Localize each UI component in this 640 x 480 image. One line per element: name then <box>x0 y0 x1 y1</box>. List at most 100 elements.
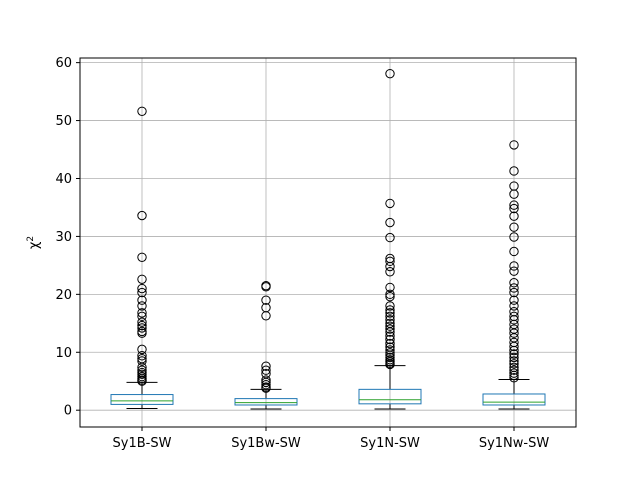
box-group <box>482 140 546 410</box>
outlier-point <box>137 376 147 386</box>
outlier-point <box>137 106 147 116</box>
box-group <box>110 106 174 409</box>
outlier-point <box>137 320 147 331</box>
outlier-point <box>385 334 395 345</box>
outlier-point <box>385 352 395 363</box>
x-tick-label: Sy1Bw-SW <box>231 436 301 451</box>
outlier-point <box>385 331 395 341</box>
outlier-point <box>261 380 271 390</box>
y-tick-label: 50 <box>55 114 72 129</box>
outlier-point <box>137 311 147 322</box>
outlier-point <box>137 323 147 333</box>
outlier-point <box>385 308 395 318</box>
outlier-point <box>385 305 395 315</box>
outlier-point <box>509 203 519 214</box>
outlier-point <box>385 291 395 302</box>
outlier-point <box>137 328 147 338</box>
outlier-point <box>385 68 395 79</box>
boxes-layer <box>110 68 546 410</box>
outlier-point <box>385 256 395 267</box>
outlier-point <box>509 352 519 363</box>
y-tick-label: 20 <box>55 288 72 303</box>
iqr-box <box>234 398 298 406</box>
outlier-point <box>509 232 519 242</box>
outlier-point <box>385 338 395 349</box>
y-tick-label: 40 <box>55 172 72 187</box>
outlier-point <box>137 301 147 311</box>
outlier-point <box>137 344 147 355</box>
outlier-point <box>385 289 395 300</box>
outlier-point <box>509 266 519 276</box>
box-group <box>234 280 298 410</box>
outlier-point <box>385 324 395 334</box>
ticks-layer: 0 10 20 30 40 50 60 Sy1B-SW Sy1Bw-SW Sy1N-SW Sy1Nw… <box>55 56 549 451</box>
outlier-point <box>385 261 395 272</box>
x-tick-label: Sy1B-SW <box>113 436 172 451</box>
x-tick-label: Sy1N-SW <box>360 436 420 451</box>
outlier-point <box>509 365 519 375</box>
iqr-box <box>358 388 422 405</box>
outlier-point <box>385 327 395 337</box>
outlier-point <box>137 210 147 221</box>
outlier-point <box>509 341 519 352</box>
outlier-point <box>509 328 519 338</box>
outlier-point <box>137 362 147 373</box>
outlier-point <box>509 200 519 210</box>
outlier-point <box>509 211 519 221</box>
outlier-point <box>385 359 395 370</box>
outlier-point <box>385 301 395 311</box>
outlier-point <box>509 287 519 298</box>
box-group <box>358 68 422 410</box>
outlier-point <box>385 345 395 355</box>
outlier-point <box>509 295 519 305</box>
outlier-point <box>385 267 395 277</box>
outlier-point <box>385 232 395 243</box>
outlier-point <box>385 321 395 331</box>
x-tick-label: Sy1Nw-SW <box>479 436 550 451</box>
outlier-point <box>509 315 519 325</box>
outlier-point <box>137 351 147 361</box>
outlier-point <box>137 252 147 262</box>
outlier-point <box>137 283 147 294</box>
outlier-point <box>509 345 519 356</box>
outlier-point <box>137 308 147 318</box>
outlier-point <box>261 311 271 321</box>
outlier-point <box>385 217 395 228</box>
outlier-point <box>261 383 271 393</box>
outlier-point <box>137 287 147 298</box>
outlier-point <box>509 301 519 311</box>
iqr-box <box>482 393 546 406</box>
outlier-point <box>385 198 395 209</box>
outlier-point <box>261 295 271 305</box>
outlier-point <box>509 359 519 369</box>
outlier-point <box>509 222 519 232</box>
outlier-point <box>509 278 519 288</box>
outlier-point <box>509 370 519 381</box>
y-tick-label: 0 <box>64 404 72 419</box>
iqr-box <box>110 394 174 405</box>
y-tick-label: 60 <box>55 56 72 71</box>
outlier-point <box>137 317 147 327</box>
outlier-point <box>509 349 519 359</box>
outlier-point <box>261 282 271 292</box>
outlier-point <box>509 283 519 293</box>
y-tick-label: 10 <box>55 346 72 361</box>
y-axis-label-sup: 2 <box>26 236 36 242</box>
outlier-point <box>137 295 147 305</box>
outlier-point <box>261 361 271 371</box>
outlier-point <box>137 356 147 366</box>
y-axis-label-base: χ <box>27 241 42 249</box>
y-tick-label: 30 <box>55 230 72 245</box>
axes-frame <box>79 57 577 428</box>
y-axis-label: χ2 <box>26 236 42 249</box>
outlier-point <box>261 365 271 375</box>
outlier-point <box>385 282 395 293</box>
outlier-point <box>509 189 519 199</box>
outlier-point <box>137 274 147 284</box>
outlier-point <box>261 377 271 388</box>
outlier-point <box>509 356 519 366</box>
outlier-point <box>509 368 519 378</box>
outlier-point <box>509 166 519 176</box>
